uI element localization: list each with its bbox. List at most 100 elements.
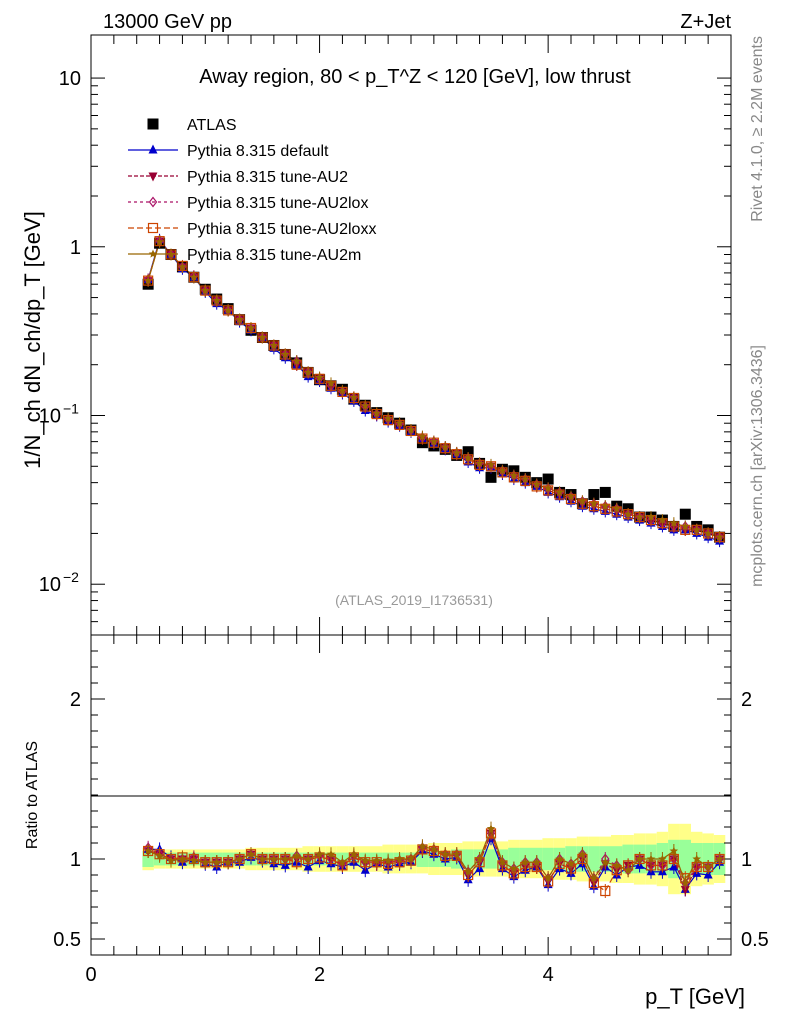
y-tick-label: 10 (39, 574, 61, 596)
data-point (147, 222, 159, 234)
x-axis-label: p_T [GeV] (645, 984, 745, 1009)
data-point (543, 483, 553, 492)
y-tick-label: 10 (39, 405, 61, 427)
legend-entry: ATLAS (147, 117, 237, 134)
series-line (147, 240, 720, 538)
data-point (486, 460, 496, 469)
legend-label: Pythia 8.315 default (187, 143, 329, 160)
ratio-y-tick-label-right: 1 (741, 849, 752, 871)
data-point (498, 466, 507, 475)
data-point (148, 144, 158, 154)
y-tick-label: 10 (59, 68, 81, 90)
legend: ATLAS Pythia 8.315 default Pythia 8.315 tu… (128, 117, 376, 264)
main-ylabel-text: 1/N_ch dN_ch/dp_T [GeV] (20, 211, 45, 469)
series-atlas (142, 237, 726, 543)
data-point (189, 272, 199, 281)
data-point (463, 867, 473, 876)
watermark: (ATLAS_2019_I1736531) (335, 592, 493, 608)
data-point (681, 521, 690, 531)
series-markers-5 (143, 235, 724, 544)
data-point (418, 432, 427, 441)
data-point (148, 196, 158, 208)
data-point (178, 262, 187, 271)
ratio-y-tick-label: 2 (70, 689, 81, 711)
ratio-series (143, 821, 725, 898)
ratio-series-5 (143, 821, 724, 890)
data-point (315, 373, 324, 382)
data-point (555, 487, 564, 497)
data-point (452, 849, 461, 858)
data-point (669, 846, 679, 855)
data-point (383, 414, 393, 423)
band-inner (416, 851, 429, 867)
series-markers-4 (143, 235, 725, 544)
ratio-ylabel-text: Ratio to ATLAS (24, 741, 41, 849)
data-point (212, 857, 221, 866)
series-markers-1 (143, 233, 725, 548)
ratio-ylabel: Ratio to ATLAS (24, 741, 41, 849)
data-point (361, 401, 370, 410)
legend-label: ATLAS (187, 117, 237, 134)
band-inner (679, 839, 691, 879)
data-point (600, 885, 611, 897)
data-point (578, 849, 587, 858)
band-inner (462, 849, 474, 869)
series-line (147, 238, 720, 542)
series-line (147, 239, 720, 538)
data-point (635, 512, 644, 521)
data-point (292, 851, 301, 860)
legend-entry: Pythia 8.315 tune-AU2 (128, 169, 348, 186)
data-point (681, 878, 690, 887)
data-point (486, 824, 496, 833)
data-point (543, 873, 553, 882)
data-point (658, 515, 667, 524)
band-inner (588, 846, 600, 872)
legend-label: Pythia 8.315 tune-AU2lox (187, 195, 368, 212)
data-point (258, 333, 267, 342)
data-point (148, 172, 158, 182)
data-point (646, 854, 656, 863)
data-point (269, 854, 279, 863)
data-point (532, 857, 541, 866)
data-point (155, 851, 164, 860)
series-2 (147, 239, 720, 538)
data-point (201, 857, 210, 866)
ratio-y-tick-label-right: 0.5 (741, 929, 769, 951)
main-ylabel: 1/N_ch dN_ch/dp_T [GeV] (20, 211, 45, 469)
data-point (452, 448, 461, 457)
data-point (521, 474, 530, 483)
data-point (246, 849, 256, 858)
data-point (269, 341, 279, 350)
data-point (143, 276, 153, 285)
data-point (578, 496, 587, 505)
data-point (715, 532, 724, 541)
data-point (588, 489, 600, 501)
data-point (669, 518, 679, 527)
data-point (599, 486, 611, 498)
series-line (147, 239, 720, 538)
y-tick-label-exp: −1 (63, 400, 79, 416)
data-point (372, 408, 381, 417)
data-point (555, 854, 564, 863)
data-point (326, 849, 336, 858)
mcplots-label: mcplots.cern.ch [arXiv:1306.3436] (749, 345, 766, 587)
band-inner (702, 843, 714, 875)
data-point (361, 856, 370, 865)
data-point (646, 512, 656, 521)
data-point (326, 378, 336, 387)
data-point (601, 501, 610, 510)
series-markers-2 (143, 235, 725, 544)
series-1 (147, 238, 720, 542)
data-point (338, 386, 347, 395)
data-point (235, 854, 244, 863)
data-point (703, 528, 713, 538)
data-point (715, 854, 724, 863)
data-point (223, 305, 233, 314)
band-inner (485, 849, 497, 869)
data-point (315, 849, 324, 858)
legend-entry: Pythia 8.315 default (128, 143, 329, 160)
rivet-label: Rivet 4.1.0, ≥ 2.2M events (749, 36, 766, 222)
series-markers-3 (143, 235, 724, 544)
data-point (406, 854, 416, 863)
legend-entry: Pythia 8.315 tune-AU2m (128, 247, 361, 264)
